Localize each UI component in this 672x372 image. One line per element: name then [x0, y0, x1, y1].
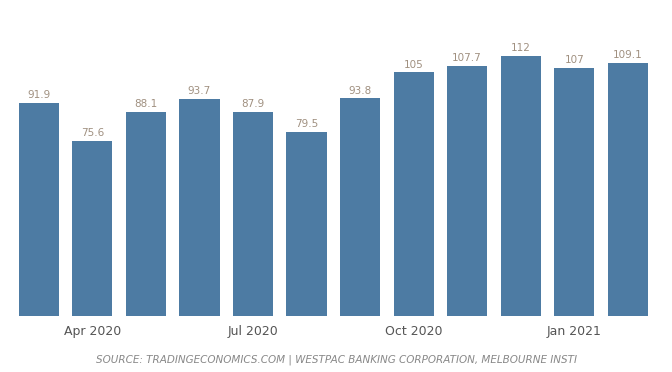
Bar — [179, 99, 220, 316]
Bar — [340, 99, 380, 316]
Text: 87.9: 87.9 — [241, 99, 265, 109]
Bar — [501, 56, 541, 316]
Bar — [126, 112, 166, 316]
Bar — [233, 112, 273, 316]
Text: 109.1: 109.1 — [613, 50, 642, 60]
Text: 105: 105 — [404, 60, 423, 70]
Text: 75.6: 75.6 — [81, 128, 104, 138]
Text: 107.7: 107.7 — [452, 54, 482, 63]
Bar — [286, 132, 327, 316]
Text: 91.9: 91.9 — [28, 90, 50, 100]
Text: 93.7: 93.7 — [188, 86, 211, 96]
Bar — [73, 141, 112, 316]
Text: 107: 107 — [564, 55, 584, 65]
Bar — [554, 68, 594, 316]
Bar — [394, 73, 433, 316]
Text: SOURCE: TRADINGECONOMICS.COM | WESTPAC BANKING CORPORATION, MELBOURNE INSTI: SOURCE: TRADINGECONOMICS.COM | WESTPAC B… — [95, 354, 577, 365]
Bar — [607, 63, 648, 316]
Text: 79.5: 79.5 — [295, 119, 318, 129]
Bar — [447, 66, 487, 316]
Text: 88.1: 88.1 — [134, 99, 157, 109]
Text: 112: 112 — [511, 44, 531, 54]
Text: 93.8: 93.8 — [349, 86, 372, 96]
Bar — [19, 103, 59, 316]
